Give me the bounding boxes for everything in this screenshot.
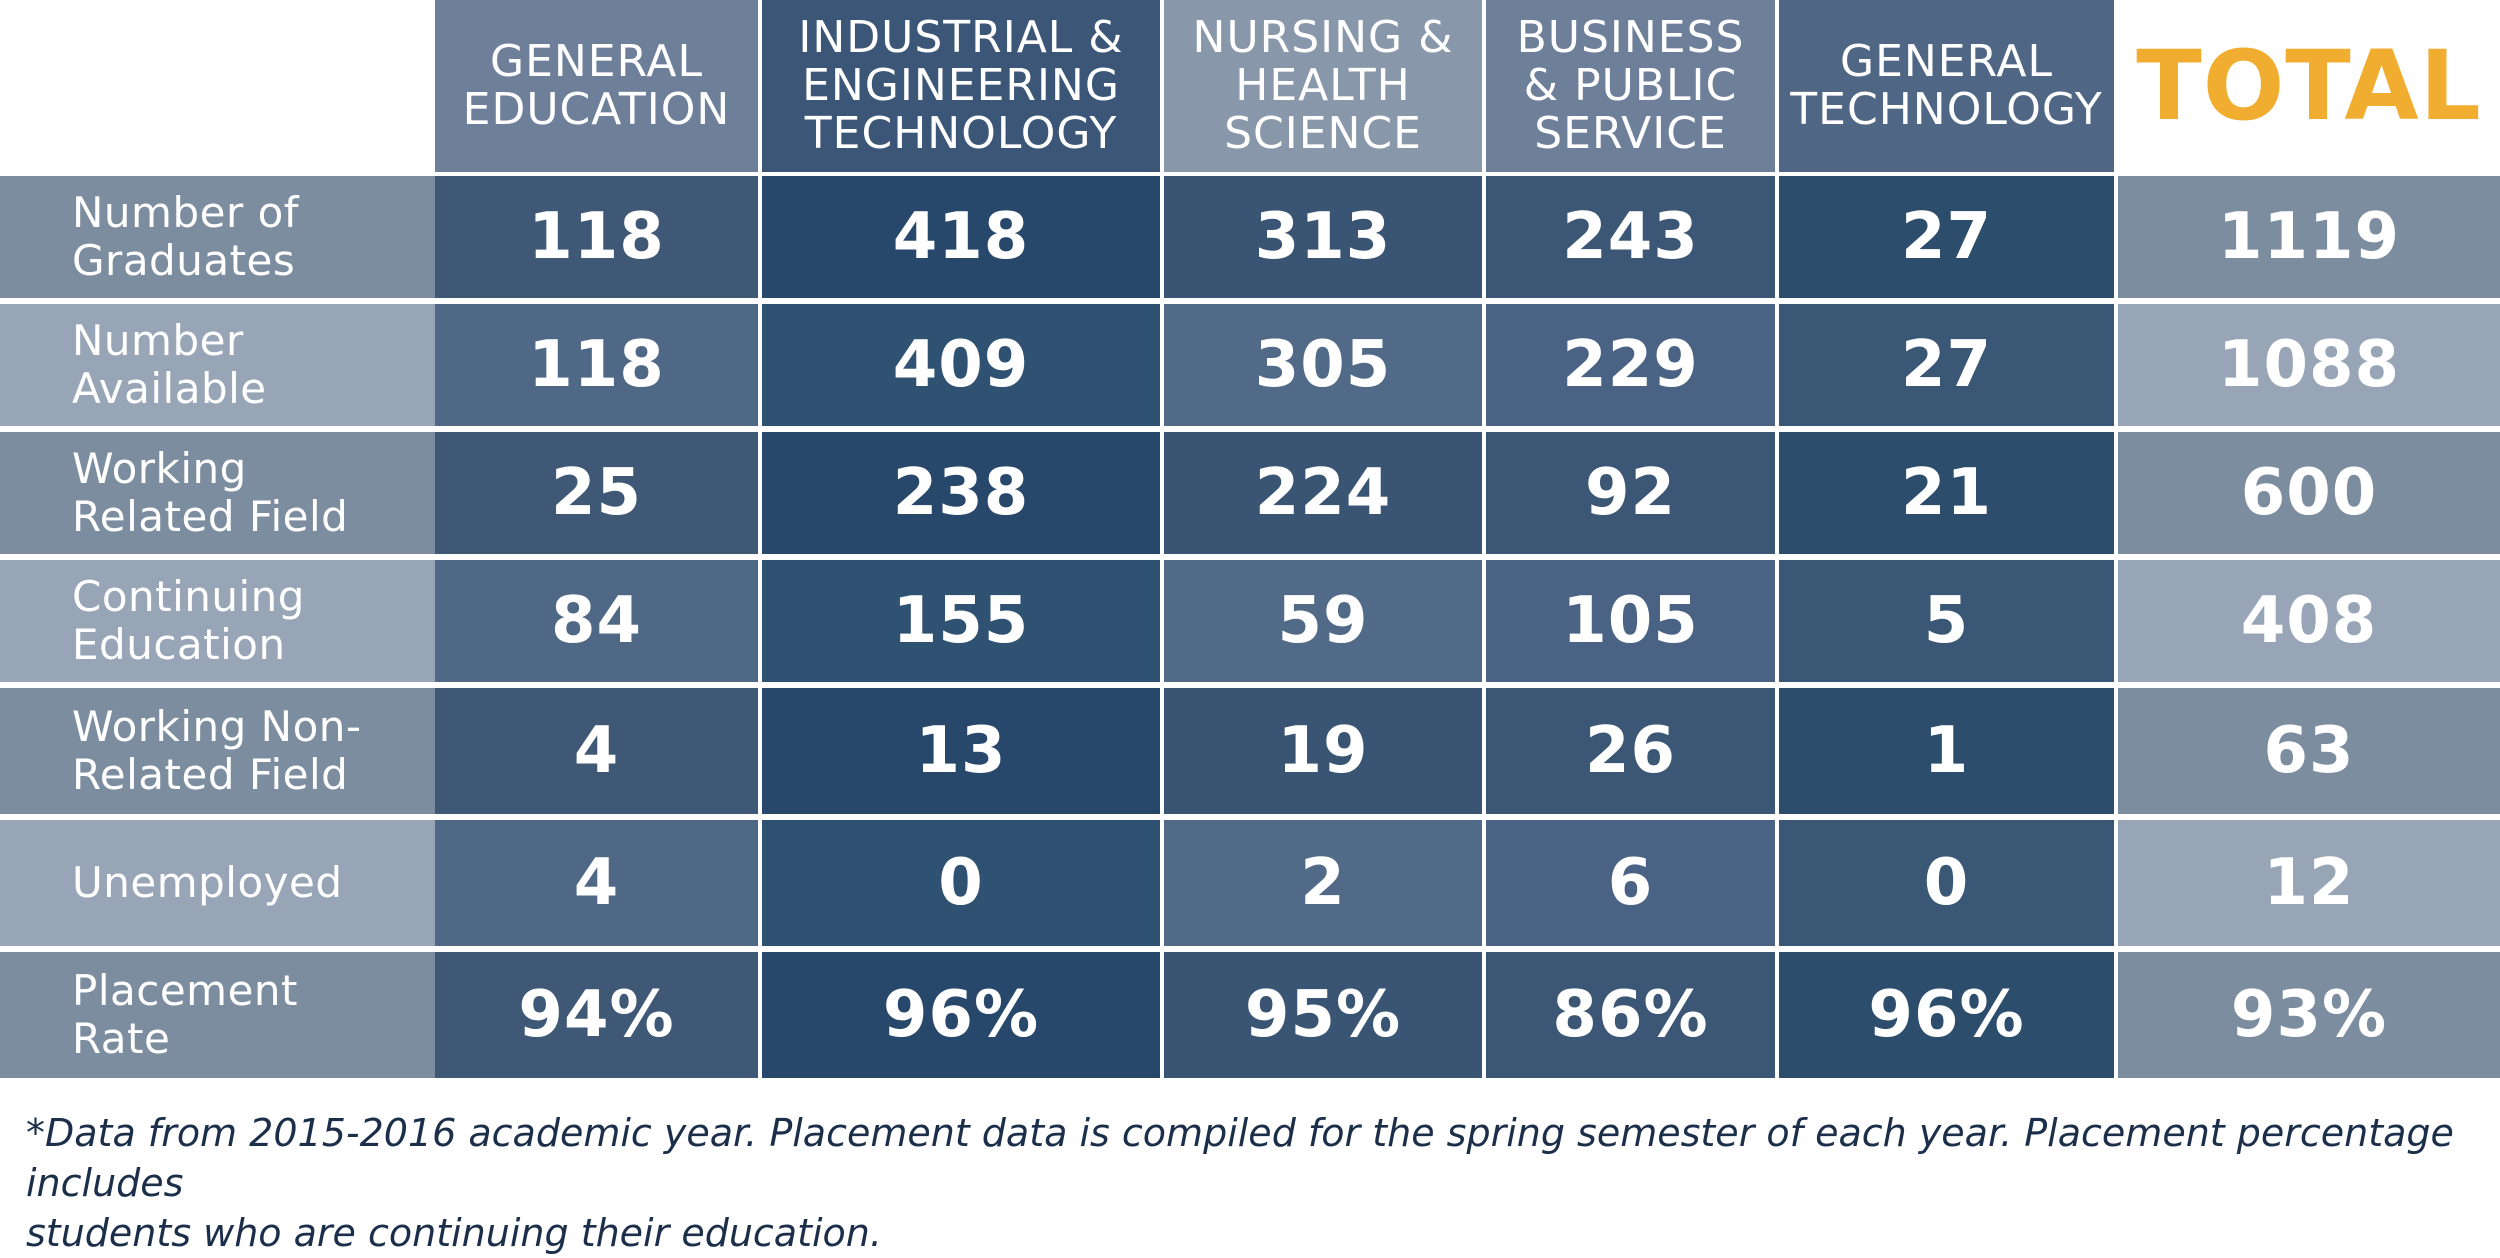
- total-value: 1119: [2118, 176, 2500, 298]
- data-value: 96%: [1779, 952, 2114, 1078]
- total-value: 408: [2118, 560, 2500, 682]
- data-value: 5: [1779, 560, 2114, 682]
- data-value: 6: [1486, 820, 1775, 946]
- data-value: 313: [1164, 176, 1482, 298]
- row-label: Unemployed: [0, 820, 435, 946]
- data-value: 243: [1486, 176, 1775, 298]
- data-value: 305: [1164, 304, 1482, 426]
- total-value: 600: [2118, 432, 2500, 554]
- data-value: 26: [1486, 688, 1775, 814]
- row-label: Continuing Education: [0, 560, 435, 682]
- data-value: 95%: [1164, 952, 1482, 1078]
- data-value: 2: [1164, 820, 1482, 946]
- data-value: 59: [1164, 560, 1482, 682]
- total-value: 1088: [2118, 304, 2500, 426]
- data-value: 25: [435, 432, 758, 554]
- data-value: 94%: [435, 952, 758, 1078]
- data-value: 27: [1779, 176, 2114, 298]
- column-header: GENERAL TECHNOLOGY: [1779, 0, 2114, 172]
- data-value: 13: [762, 688, 1160, 814]
- row-label: Working Related Field: [0, 432, 435, 554]
- column-header: NURSING & HEALTH SCIENCE: [1164, 0, 1482, 172]
- data-value: 238: [762, 432, 1160, 554]
- footnote: *Data from 2015-2016 academic year. Plac…: [26, 1111, 2454, 1255]
- data-value: 96%: [762, 952, 1160, 1078]
- data-value: 229: [1486, 304, 1775, 426]
- total-value: 93%: [2118, 952, 2500, 1078]
- data-value: 118: [435, 304, 758, 426]
- total-value: 63: [2118, 688, 2500, 814]
- row-label: Placement Rate: [0, 952, 435, 1078]
- data-value: 224: [1164, 432, 1482, 554]
- total-value: 12: [2118, 820, 2500, 946]
- header-corner: [0, 0, 435, 172]
- data-value: 86%: [1486, 952, 1775, 1078]
- column-header: GENERAL EDUCATION: [435, 0, 758, 172]
- data-value: 118: [435, 176, 758, 298]
- column-header: BUSINESS & PUBLIC SERVICE: [1486, 0, 1775, 172]
- data-value: 21: [1779, 432, 2114, 554]
- data-value: 418: [762, 176, 1160, 298]
- row-label: Working Non- Related Field: [0, 688, 435, 814]
- data-value: 19: [1164, 688, 1482, 814]
- column-header-total: TOTAL: [2118, 0, 2500, 172]
- row-label: Number of Graduates: [0, 176, 435, 298]
- data-value: 4: [435, 820, 758, 946]
- data-value: 4: [435, 688, 758, 814]
- data-value: 155: [762, 560, 1160, 682]
- data-value: 105: [1486, 560, 1775, 682]
- data-value: 0: [762, 820, 1160, 946]
- row-label: Number Available: [0, 304, 435, 426]
- data-value: 409: [762, 304, 1160, 426]
- placement-table: GENERAL EDUCATION INDUSTRIAL & ENGINEERIN…: [0, 0, 2500, 1078]
- data-value: 0: [1779, 820, 2114, 946]
- data-value: 84: [435, 560, 758, 682]
- column-header: INDUSTRIAL & ENGINEERING TECHNOLOGY: [762, 0, 1160, 172]
- data-value: 92: [1486, 432, 1775, 554]
- data-value: 27: [1779, 304, 2114, 426]
- data-value: 1: [1779, 688, 2114, 814]
